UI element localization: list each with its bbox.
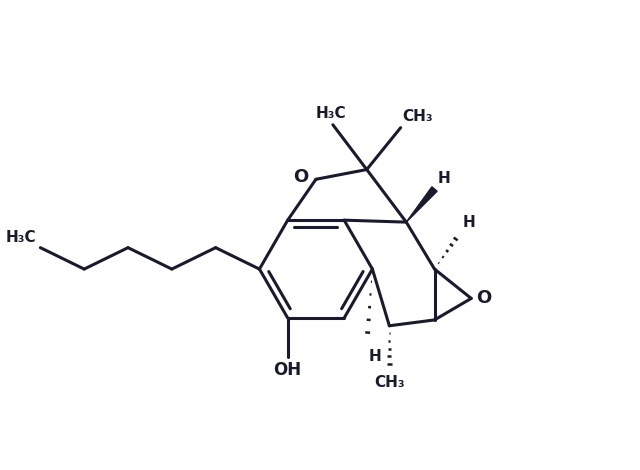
Text: H: H [437,171,450,186]
Text: OH: OH [274,361,301,379]
Text: O: O [293,168,308,186]
Text: O: O [476,290,492,307]
Text: CH₃: CH₃ [374,376,404,391]
Polygon shape [406,187,437,222]
Text: CH₃: CH₃ [403,109,433,124]
Text: H₃C: H₃C [6,230,36,245]
Text: H: H [369,349,381,364]
Text: H: H [463,215,476,230]
Text: H₃C: H₃C [316,106,346,121]
